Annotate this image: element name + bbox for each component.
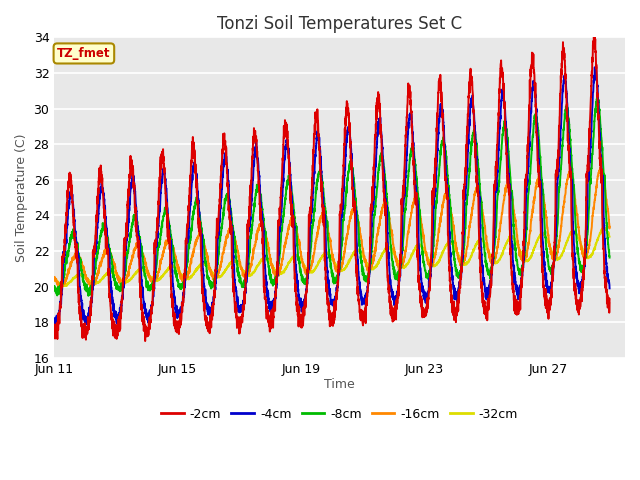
X-axis label: Time: Time xyxy=(324,378,355,391)
Title: Tonzi Soil Temperatures Set C: Tonzi Soil Temperatures Set C xyxy=(217,15,462,33)
Legend: -2cm, -4cm, -8cm, -16cm, -32cm: -2cm, -4cm, -8cm, -16cm, -32cm xyxy=(156,403,524,425)
Text: TZ_fmet: TZ_fmet xyxy=(57,47,111,60)
Y-axis label: Soil Temperature (C): Soil Temperature (C) xyxy=(15,133,28,262)
